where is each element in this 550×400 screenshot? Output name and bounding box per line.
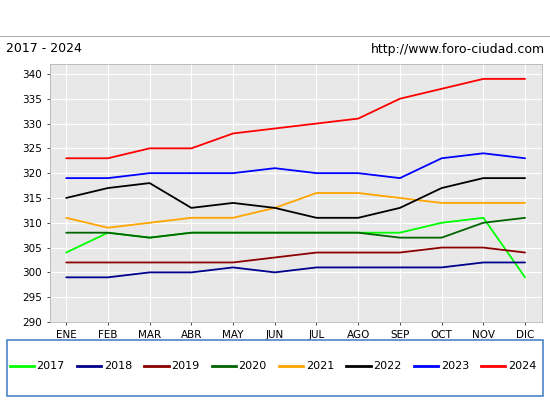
Text: 2022: 2022 — [373, 361, 402, 371]
Text: 2024: 2024 — [508, 361, 536, 371]
FancyBboxPatch shape — [7, 340, 543, 396]
Text: Evolucion num de emigrantes en Encinedo: Evolucion num de emigrantes en Encinedo — [111, 10, 439, 26]
Text: 2021: 2021 — [306, 361, 334, 371]
Text: 2017 - 2024: 2017 - 2024 — [6, 42, 81, 56]
Text: 2020: 2020 — [239, 361, 267, 371]
Text: 2023: 2023 — [441, 361, 469, 371]
Text: 2017: 2017 — [36, 361, 65, 371]
Text: 2019: 2019 — [171, 361, 200, 371]
Text: 2018: 2018 — [104, 361, 132, 371]
Text: http://www.foro-ciudad.com: http://www.foro-ciudad.com — [370, 42, 544, 56]
